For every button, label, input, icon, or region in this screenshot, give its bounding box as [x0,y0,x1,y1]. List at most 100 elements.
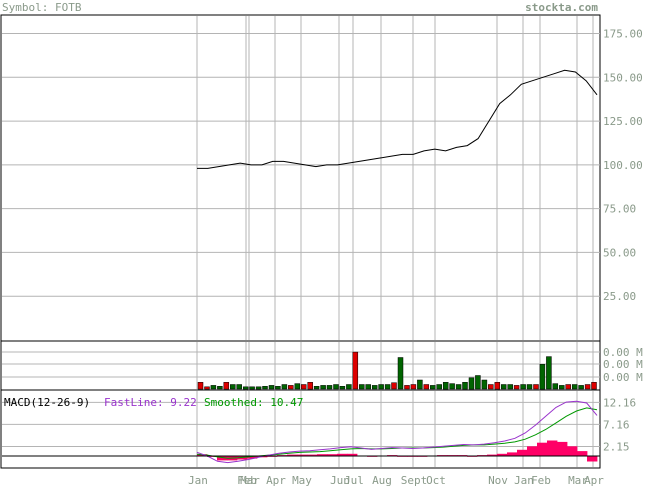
macd-histogram-bar [217,456,228,461]
volume-tick-label: 0.00 M [603,371,643,384]
macd-tick-label: 12.16 [603,396,636,409]
volume-bar [526,384,533,390]
site-brand[interactable]: stockta.com [525,1,598,14]
volume-bar [223,382,230,390]
volume-bar [371,385,378,390]
month-label: Jun [330,474,350,486]
volume-bar [449,383,455,390]
month-label: Jan [514,474,534,486]
volume-bar [584,384,591,390]
price-tick-label: 175.00 [603,28,643,41]
month-label: Nov [488,474,508,486]
volume-tick-label: 0.00 M [603,346,643,359]
macd-histogram-bar [497,453,508,456]
price-axis: 175.00 150.00 125.00 100.00 75.00 50.00 25.00 [603,28,643,304]
volume-bar [494,382,501,390]
macd-histogram-bar [527,446,538,456]
volume-bar [339,386,346,390]
month-label: Sept [401,474,428,486]
volume-bar [559,385,565,390]
volume-bar [249,386,255,390]
macd-histogram-bar [587,456,598,462]
macd-histogram-bar [517,449,528,456]
month-label: Feb [237,474,257,486]
month-label: Feb [531,474,551,486]
volume-bar [423,384,430,390]
volume-bar [488,384,494,390]
month-label: Oct [426,474,446,486]
month-label: Apr [584,474,604,486]
volume-bar [268,385,275,390]
macd-histogram-bar [537,442,548,456]
volume-bar [500,384,507,390]
volume-bar [391,382,397,390]
macd-fast-label: FastLine: 9.22 [104,396,197,409]
price-tick-label: 25.00 [603,290,636,303]
volume-bar [404,385,410,390]
volume-tick-label: 0.00 M [603,358,643,371]
volume-bar [533,384,539,390]
macd-label: MACD(12-26-9) [4,396,90,409]
month-label: Jul [344,474,364,486]
macd-axis: 12.16 7.16 2.15 [603,396,636,453]
macd-histogram-bar [557,441,568,456]
macd-histogram-bar [347,453,358,456]
volume-bar [462,382,468,390]
macd-histogram-bar [567,446,578,456]
price-tick-label: 100.00 [603,159,643,172]
volume-grid [2,351,600,378]
macd-histogram-bar [287,454,298,456]
volume-bar [578,385,584,390]
month-label: Jan [188,474,208,486]
macd-histogram-bar [317,454,328,456]
macd-histogram-bar [297,454,308,456]
volume-bar [262,386,268,390]
volume-bar [468,377,475,390]
price-tick-label: 125.00 [603,115,643,128]
volume-bar [365,384,371,390]
month-label: Mar [240,474,260,486]
volume-bar [275,386,281,390]
volume-bar [281,384,288,390]
volume-bar [436,384,442,390]
volume-bar [442,382,449,390]
volume-axis: 0.00 M0.00 M0.00 M [603,346,643,384]
macd-histogram-bar [327,454,338,456]
volume-bar [417,379,423,390]
volume-bar [210,385,217,390]
volume-bar [539,364,546,390]
volume-bar [378,384,384,390]
volume-bar [333,384,339,390]
macd-panel-border [0,389,601,469]
macd-tick-label: 2.15 [603,440,630,453]
volume-bar [552,383,559,390]
macd-grid [2,401,600,447]
volume-bar [320,385,326,390]
volume-bar [430,385,436,390]
month-label: Apr [266,474,286,486]
volume-bar [481,379,488,390]
volume-bar [300,384,307,390]
volume-bar [513,385,520,390]
volume-bar [236,384,242,390]
volume-bars [197,351,597,390]
volume-bar [384,384,391,390]
volume-bar [352,351,359,390]
macd-histogram-bar [247,456,258,459]
volume-bar [288,385,294,390]
volume-bar [455,384,462,390]
price-tick-label: 150.00 [603,71,643,84]
volume-bar [307,382,313,390]
volume-bar [346,384,352,390]
volume-bar [591,382,597,390]
volume-bar [571,384,578,390]
volume-bar [313,386,320,390]
month-label: Mar [568,474,588,486]
volume-bar [197,382,204,390]
volume-bar [359,384,365,390]
price-tick-label: 50.00 [603,246,636,259]
volume-bar [255,386,262,390]
volume-bar [217,386,223,390]
volume-bar [475,375,481,390]
